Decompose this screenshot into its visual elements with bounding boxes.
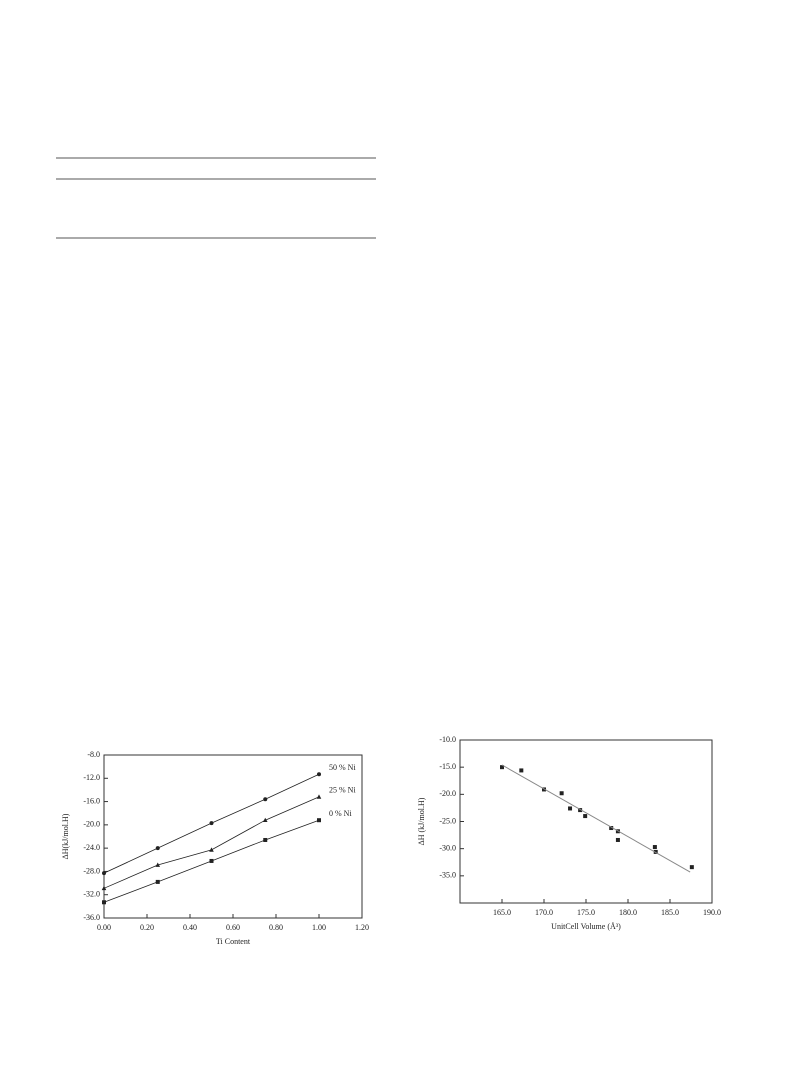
x-tick-label: 1.20	[355, 923, 369, 932]
y-axis-label: ΔH (kJ/mol.H)	[417, 797, 426, 845]
trendline	[501, 764, 691, 873]
series-label: 25 % Ni	[329, 786, 356, 795]
point	[209, 847, 214, 852]
y-tick-label: -35.0	[439, 871, 456, 880]
x-tick-label: 0.00	[97, 923, 111, 932]
x-tick-label: 190.0	[703, 908, 721, 917]
point	[155, 862, 161, 867]
x-tick-label: 165.0	[493, 908, 511, 917]
y-tick-label: -28.0	[83, 866, 100, 875]
y-tick-label: -15.0	[439, 762, 456, 771]
x-tick-label: 175.0	[577, 908, 595, 917]
y-axis-label: ΔH(kJ/mol.H)	[61, 813, 70, 859]
point	[155, 846, 160, 851]
point	[317, 772, 321, 777]
point	[583, 814, 588, 819]
point	[652, 845, 657, 850]
y-tick-label: -25.0	[439, 816, 456, 825]
series-label: 50 % Ni	[329, 763, 356, 772]
y-tick-label: -8.0	[87, 750, 100, 759]
x-tick-label: 1.00	[312, 923, 326, 932]
y-tick-label: -10.0	[439, 735, 456, 744]
x-tick-label: 185.0	[661, 908, 679, 917]
point	[102, 871, 106, 876]
point	[263, 837, 268, 842]
point	[209, 858, 214, 863]
point	[519, 768, 524, 773]
point	[209, 821, 214, 826]
point	[262, 817, 268, 822]
y-tick-label: -20.0	[83, 820, 100, 829]
point	[263, 797, 268, 802]
point	[689, 865, 694, 870]
point	[102, 900, 106, 905]
point	[568, 806, 573, 811]
y-tick-label: -30.0	[439, 843, 456, 852]
point	[615, 837, 620, 842]
x-tick-label: 0.60	[226, 923, 240, 932]
point	[578, 808, 583, 813]
x-axis-label: Ti Content	[216, 937, 251, 946]
y-tick-label: -12.0	[83, 773, 100, 782]
y-tick-label: -32.0	[83, 890, 100, 899]
x-tick-label: 0.80	[269, 923, 283, 932]
point	[500, 765, 504, 770]
y-tick-label: -20.0	[439, 789, 456, 798]
x-tick-label: 180.0	[619, 908, 637, 917]
point	[101, 885, 107, 891]
x-tick-label: 0.20	[140, 923, 154, 932]
x-axis-label: UnitCell Volume (Å³)	[551, 922, 621, 931]
point	[559, 791, 564, 796]
x-tick-label: 170.0	[535, 908, 553, 917]
y-tick-label: -24.0	[83, 843, 100, 852]
y-tick-label: -16.0	[83, 796, 100, 805]
x-tick-label: 0.40	[183, 923, 197, 932]
point	[609, 826, 614, 831]
point	[317, 818, 321, 823]
point	[155, 879, 160, 884]
y-tick-label: -36.0	[83, 913, 100, 922]
series-label: 0 % Ni	[329, 809, 352, 818]
point	[316, 794, 322, 799]
